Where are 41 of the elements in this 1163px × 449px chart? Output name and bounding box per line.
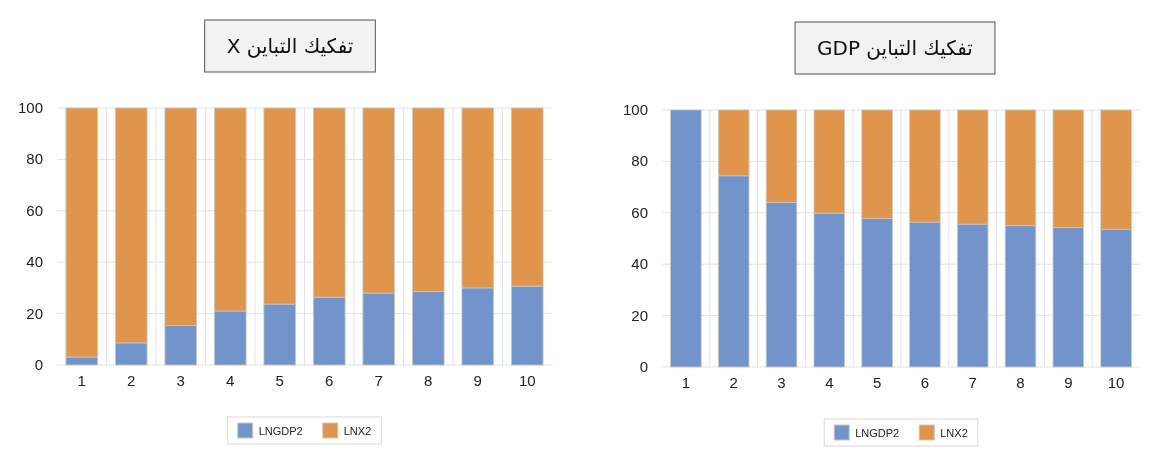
- x-tick-label: 8: [424, 372, 433, 389]
- x-tick-label: 10: [518, 372, 536, 389]
- x-tick-label: 6: [920, 374, 930, 391]
- x-tick-label: 7: [968, 374, 977, 391]
- legend-label: LNX2: [940, 427, 968, 439]
- x-tick-label: 4: [825, 374, 834, 391]
- x-tick-label: 6: [325, 372, 334, 389]
- y-tick-label: 20: [26, 304, 43, 322]
- legend-label: LNX2: [343, 425, 372, 437]
- x-tick-label: 1: [77, 372, 86, 389]
- x-tick-label: 10: [1107, 374, 1125, 391]
- y-tick-label: 0: [34, 356, 43, 373]
- title: تفكيك التباين GDP: [794, 21, 996, 75]
- y-tick-label: 100: [17, 99, 43, 116]
- chart-title: تفكيك التباين GDP: [817, 36, 973, 60]
- x-tick-label: 9: [1064, 374, 1073, 391]
- y-tick-label: 40: [26, 253, 43, 271]
- x-tick-label: 5: [275, 372, 284, 389]
- y-tick-label: 80: [631, 152, 648, 170]
- y-tick-label: 100: [622, 101, 648, 118]
- y-tick-label: 20: [631, 306, 648, 324]
- x-tick-label: 2: [729, 374, 738, 391]
- y-tick-label: 80: [26, 150, 43, 168]
- x-tick-label: 3: [777, 374, 786, 391]
- legend-label: LNGDP2: [855, 427, 900, 439]
- y-tick-label: 40: [631, 255, 648, 273]
- x-tick-label: 8: [1016, 374, 1025, 391]
- x-tick-label: 5: [872, 374, 882, 391]
- x-tick-label: 1: [681, 374, 691, 391]
- x-tick-label: 9: [473, 372, 482, 389]
- bar: [670, 109, 702, 368]
- y-tick-label: 0: [639, 358, 648, 375]
- chart-title: تفكيك التباين X: [226, 34, 354, 58]
- title: تفكيك التباين X: [204, 19, 376, 73]
- x-tick-label: 7: [374, 372, 383, 389]
- x-tick-label: 2: [127, 372, 136, 389]
- x-tick-label: 4: [226, 372, 235, 389]
- legend-label: LNGDP2: [258, 425, 303, 437]
- x-tick-label: 3: [176, 372, 185, 389]
- y-tick-label: 60: [26, 201, 43, 219]
- y-tick-label: 60: [631, 203, 648, 221]
